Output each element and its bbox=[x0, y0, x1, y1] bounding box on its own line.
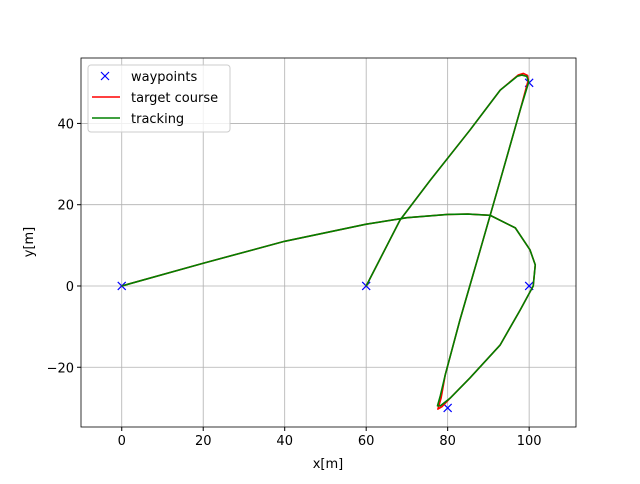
y-tick-label: 0 bbox=[66, 280, 74, 295]
x-tick-label: 0 bbox=[118, 434, 126, 449]
x-tick-label: 40 bbox=[276, 434, 293, 449]
y-tick-label: 40 bbox=[57, 117, 74, 132]
legend-box bbox=[87, 64, 231, 133]
series-line bbox=[121, 74, 537, 407]
marker-stroke bbox=[100, 71, 110, 81]
x-tick-label: 60 bbox=[358, 434, 375, 449]
y-tick-label: 20 bbox=[57, 199, 74, 214]
y-axis-label: y[m] bbox=[22, 227, 37, 258]
marker-stroke bbox=[443, 403, 453, 413]
y-tick-label: −20 bbox=[47, 361, 74, 376]
legend-label: waypoints bbox=[131, 70, 197, 85]
waypoint bbox=[443, 403, 453, 413]
x-tick-label: 80 bbox=[439, 434, 456, 449]
x-tick-label: 20 bbox=[195, 434, 212, 449]
legend-label: tracking bbox=[131, 112, 184, 127]
waypoint bbox=[361, 281, 371, 291]
x-axis-label: x[m] bbox=[313, 457, 344, 472]
legend-marker bbox=[100, 71, 110, 81]
legend-label: target course bbox=[131, 91, 218, 106]
x-tick-label: 100 bbox=[517, 434, 542, 449]
plot-frame bbox=[80, 57, 577, 428]
marker-stroke bbox=[361, 281, 371, 291]
